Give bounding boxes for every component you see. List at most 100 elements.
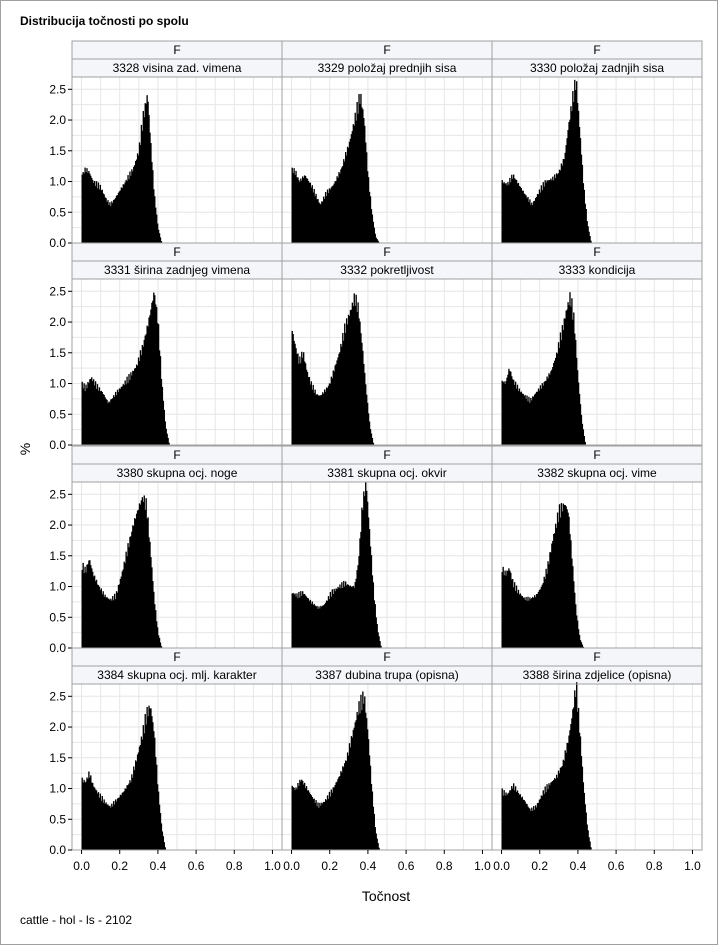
histogram-bar — [99, 391, 102, 445]
panel-sex-label: F — [383, 245, 390, 259]
histogram-bar — [359, 713, 361, 850]
histogram-bar — [344, 161, 346, 243]
histogram-bar — [306, 598, 309, 648]
histogram-bar — [551, 369, 553, 445]
histogram-bar — [585, 812, 587, 850]
histogram-bar — [576, 370, 579, 445]
histogram-bar — [135, 159, 138, 243]
histogram-bar — [364, 372, 366, 445]
histogram-bar — [526, 395, 528, 445]
histogram-bar — [555, 178, 557, 243]
histogram-bar — [512, 379, 514, 445]
histogram-bar — [145, 334, 147, 445]
histogram-bar — [159, 642, 162, 648]
histogram-bar — [566, 742, 568, 850]
histogram-bar — [101, 392, 103, 445]
histogram-bar — [365, 712, 367, 850]
histogram-bar — [547, 180, 549, 243]
histogram-bar — [537, 802, 540, 850]
histogram-bar — [138, 142, 141, 243]
histogram-bar — [156, 627, 159, 648]
histogram-bar — [95, 790, 98, 850]
histogram-bar — [96, 384, 99, 445]
histogram-bar — [310, 187, 312, 243]
histogram-bar — [88, 560, 90, 648]
histogram-bar — [563, 504, 565, 648]
histogram-bar — [353, 293, 355, 445]
histogram-bar — [327, 193, 330, 243]
histogram-bar — [518, 185, 521, 243]
histogram-bar — [109, 402, 111, 445]
histogram-bar — [125, 384, 127, 445]
histogram-bar — [521, 190, 523, 243]
histogram-bar — [123, 385, 125, 445]
histogram-bar — [522, 799, 524, 850]
histogram-bar — [83, 173, 85, 243]
histogram-bar — [348, 315, 351, 445]
histogram-bar — [156, 764, 158, 850]
histogram-bar — [327, 385, 330, 445]
histogram-bar — [354, 722, 356, 850]
histogram-bar — [572, 566, 574, 648]
histogram-bar — [106, 804, 108, 850]
histogram-bar — [119, 794, 122, 850]
histogram-bar — [123, 184, 125, 243]
histogram-bar — [551, 781, 553, 850]
histogram-bar — [327, 798, 330, 850]
histogram-bar — [94, 789, 97, 850]
histogram-bar — [319, 802, 321, 850]
histogram-bar — [304, 176, 307, 243]
histogram-bar — [321, 606, 323, 648]
histogram-bar — [93, 786, 95, 850]
histogram-bar — [355, 578, 357, 648]
histogram-bar — [504, 383, 506, 445]
histogram-bar — [147, 716, 149, 850]
x-tick-label: 0.0 — [283, 859, 300, 873]
histogram-bar — [330, 596, 333, 648]
histogram-bar — [521, 393, 523, 445]
y-tick-label: 2.0 — [49, 518, 66, 532]
histogram-bar — [576, 682, 578, 850]
histogram-bar — [136, 754, 139, 850]
histogram-bar — [301, 779, 303, 850]
histogram-bar — [502, 382, 504, 445]
histogram-bar — [576, 102, 579, 243]
histogram-bar — [95, 579, 98, 648]
histogram-bar — [82, 388, 84, 445]
histogram-bar — [504, 183, 506, 243]
histogram-bar — [370, 433, 373, 445]
histogram-bar — [158, 350, 161, 445]
histogram-bar — [115, 195, 118, 243]
histogram-bar — [135, 519, 137, 648]
histogram-bar — [355, 720, 357, 850]
histogram-bar — [362, 509, 364, 648]
histogram-bar — [352, 585, 354, 648]
histogram-bar — [378, 847, 380, 850]
histogram-bar — [94, 581, 97, 648]
histogram-bar — [358, 556, 360, 648]
histogram-bar — [509, 790, 511, 850]
histogram-bar — [331, 378, 333, 445]
histogram-bar — [507, 374, 509, 445]
x-tick-label: 0.8 — [226, 859, 243, 873]
histogram-bar — [347, 584, 350, 648]
histogram-bar — [376, 838, 378, 850]
histogram-bar — [117, 585, 120, 648]
histogram-bar — [530, 810, 532, 850]
histogram-bar — [378, 636, 380, 648]
histogram-bar — [307, 598, 310, 648]
histogram-bar — [314, 389, 316, 445]
histogram-bar — [94, 185, 97, 243]
histogram-bar — [537, 388, 540, 445]
histogram-bar — [153, 189, 155, 243]
histogram-bar — [305, 178, 308, 243]
histogram-bar — [568, 122, 570, 243]
histogram-bar — [534, 597, 537, 648]
histogram-bar — [588, 837, 590, 850]
histogram-bar — [581, 164, 584, 243]
histogram-bar — [341, 772, 343, 850]
histogram-bar — [303, 782, 306, 850]
histogram-bar — [293, 787, 295, 850]
histogram-bar — [165, 428, 167, 445]
histogram-bar — [529, 597, 531, 648]
